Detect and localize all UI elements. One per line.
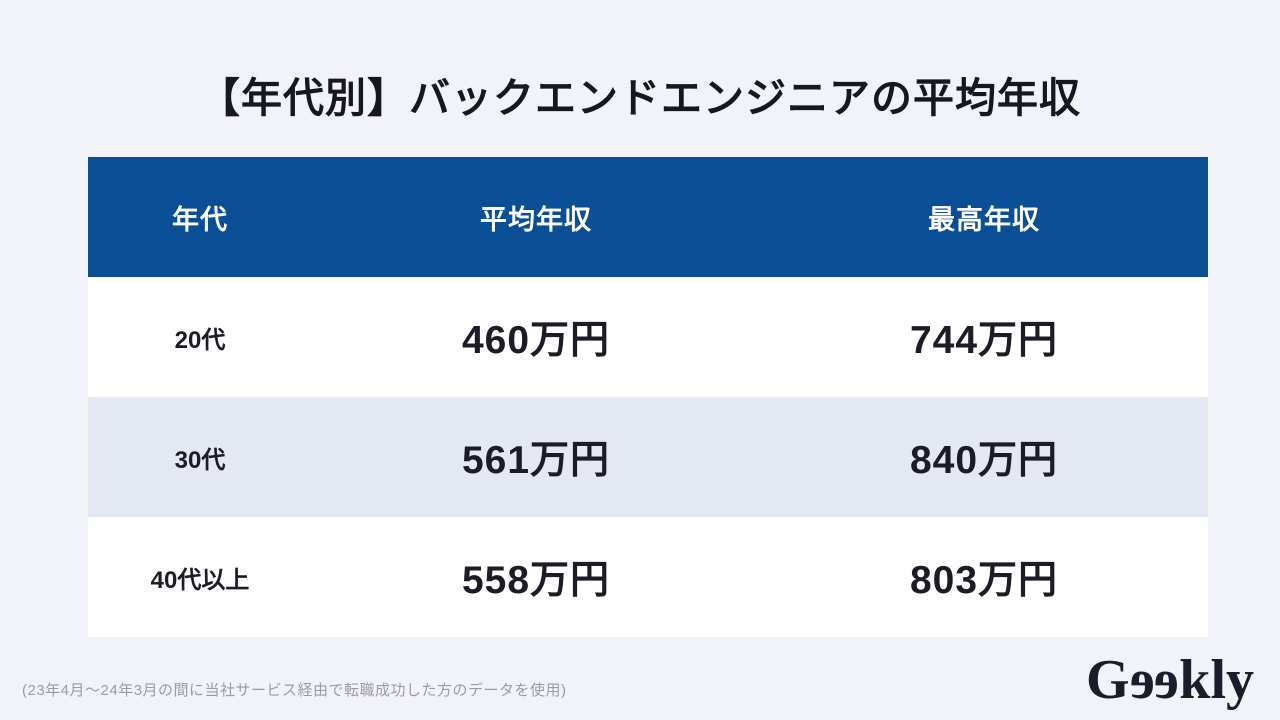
average-income-value: 561万円 bbox=[461, 439, 611, 482]
table-header-row: 年代 平均年収 最高年収 bbox=[88, 157, 1208, 277]
average-income-value: 460万円 bbox=[461, 319, 611, 362]
logo-letters-kly: kly bbox=[1179, 649, 1254, 711]
header-average-income: 平均年収 bbox=[480, 204, 592, 235]
page-title: 【年代別】バックエンドエンジニアの平均年収 bbox=[199, 75, 1081, 121]
header-age: 年代 bbox=[172, 204, 228, 235]
age-label: 30代 bbox=[174, 446, 226, 474]
average-income-value: 558万円 bbox=[461, 559, 611, 602]
logo-reversed-e: e bbox=[1154, 649, 1180, 711]
geekly-logo: Geekly bbox=[1086, 649, 1254, 712]
age-label: 20代 bbox=[174, 326, 226, 354]
max-income-value: 803万円 bbox=[909, 559, 1059, 602]
table-row: 40代以上 558万円 803万円 bbox=[88, 517, 1208, 637]
data-source-footnote: (23年4月〜24年3月の間に当社サービス経由で転職成功した方のデータを使用) bbox=[22, 682, 567, 699]
salary-table: 年代 平均年収 最高年収 20代 460万円 744万円 30代 561万円 8… bbox=[88, 157, 1208, 637]
max-income-value: 744万円 bbox=[909, 319, 1059, 362]
header-max-income: 最高年収 bbox=[928, 204, 1040, 235]
logo-letter-g: G bbox=[1086, 649, 1130, 711]
table-row: 30代 561万円 840万円 bbox=[88, 397, 1208, 517]
age-label: 40代以上 bbox=[150, 566, 250, 594]
logo-reversed-e: e bbox=[1129, 649, 1155, 711]
max-income-value: 840万円 bbox=[909, 439, 1059, 482]
table-row: 20代 460万円 744万円 bbox=[88, 277, 1208, 397]
